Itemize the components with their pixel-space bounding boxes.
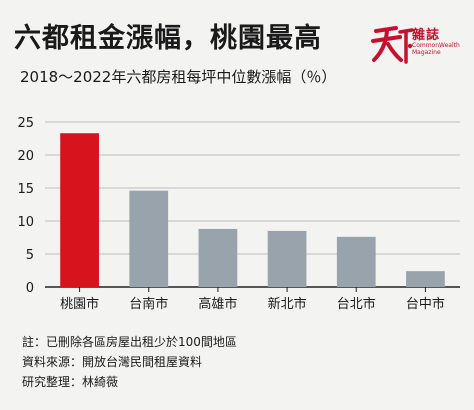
footnote-source: 資料來源：開放台灣民間租屋資料 [22,355,203,369]
x-tick-label: 桃園市 [60,296,99,312]
x-tick-label: 高雄市 [198,296,237,312]
tianxia-logo-icon [371,26,414,64]
brand-logo-block: 雜誌 CommonWealth Magazine [370,22,462,68]
y-tick-label: 20 [17,149,34,164]
y-tick-label: 0 [26,281,34,296]
bar [267,230,307,287]
x-tick-label: 台中市 [406,296,445,312]
y-tick-label: 10 [17,215,34,230]
bar [406,271,445,287]
chart-title: 六都租金漲幅，桃園最高 [14,23,322,54]
bar [60,133,99,287]
chart-subtitle: 2018～2022年六都房租每坪中位數漲幅（％） [20,68,337,86]
footnote-researcher: 研究整理：林綺薇 [22,375,119,389]
bar [336,236,376,287]
y-tick-label: 5 [26,248,34,263]
footnote-exclusion: 註：已刪除各區房屋出租少於100間地區 [22,335,237,349]
x-tick-label: 台北市 [337,296,376,312]
bar-chart: 0 5 10 15 20 25 桃園市 台南市 高雄市 新北市 台北市 台中市 [17,116,460,312]
y-tick-label: 15 [17,182,34,197]
brand-name: 雜誌 [412,28,441,43]
bar [198,228,238,287]
x-tick-label: 台南市 [129,296,168,312]
y-tick-label: 25 [17,116,34,131]
footnotes: 註：已刪除各區房屋出租少於100間地區 資料來源：開放台灣民間租屋資料 研究整理… [22,332,237,392]
brand-english-name: CommonWealth Magazine [412,42,460,56]
bar [129,190,169,287]
x-tick-label: 新北市 [268,296,307,312]
